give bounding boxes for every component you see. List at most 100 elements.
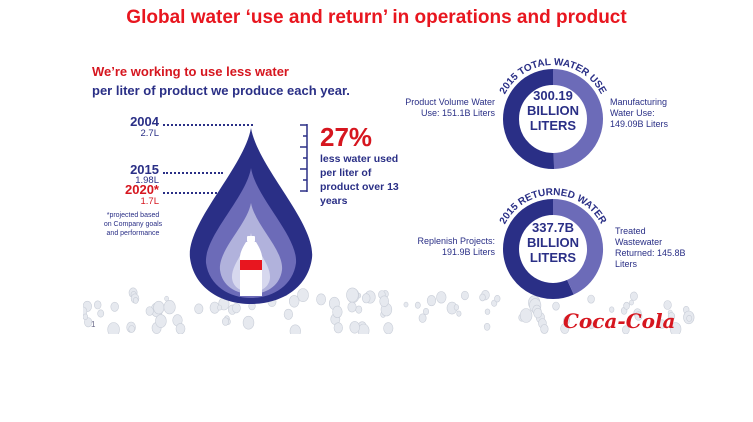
bubble [242,315,255,330]
bubble [426,295,437,307]
timeline-liters-2015: 1.98L [135,175,159,186]
bubble [630,291,638,301]
bubble [629,299,634,306]
bubble [494,294,501,303]
bubble [533,307,543,319]
bubble [460,290,469,301]
bubble [519,308,533,323]
bubble [333,322,343,334]
treated-wastewater-label: Treated Wastewater Returned: 145.8B Lite… [615,226,686,269]
bubble [83,313,88,320]
bubble [414,301,421,309]
bubble [403,301,409,308]
bubble [289,295,300,308]
reduction-percent: 27% [320,122,373,152]
replenish-label: Replenish Projects: 191.9B Liters [417,236,495,257]
bubble [686,315,693,322]
infographic-panel: We’re working to use less water per lite… [83,44,695,334]
timeline-year-2020: 2020* [125,182,159,197]
bubble [483,322,491,331]
bubble [669,322,682,334]
bubble [347,301,357,313]
bubble [484,308,491,315]
bubble [175,323,186,334]
water-bubbles-decoration [83,287,695,334]
bubble [93,300,102,310]
timeline-leader-2015 [163,172,223,174]
reduction-description: less water used per liter of product ove… [320,153,399,207]
bubble [107,322,120,334]
bubble [232,302,241,314]
bubble [332,305,343,318]
page-number: 1 [91,320,96,329]
bubble [456,310,462,317]
bubble [297,288,309,303]
coca-cola-logo: Coca-Cola [563,309,676,333]
donut-slice-ret-1 [552,199,603,295]
bubble [453,304,460,311]
returned-water-donut: 2015 RETURNED WATER [498,187,609,299]
bubble [128,325,136,333]
slide-title: Global water ‘use and return’ in operati… [126,7,627,28]
bubble [357,323,370,334]
bubble [609,306,615,313]
bubble [145,306,154,316]
bubble [155,314,167,328]
bubble [588,322,595,330]
bubble [552,301,560,311]
bubble [667,312,676,321]
total-use-unit-1: BILLION [527,103,579,118]
total-use-value: 300.19 [533,88,573,103]
bubble [163,299,176,315]
bubble [316,293,326,306]
bottle-icon [239,236,263,296]
timeline-liters-2004: 2.7L [140,128,160,139]
projection-footnote: *projected based on Company goals and pe… [103,212,163,237]
bubble [540,324,549,334]
bubble [379,295,390,307]
bubble [222,317,230,326]
bubble [622,325,630,334]
timeline-liters-2020: 1.7L [140,196,160,207]
bubble [418,313,427,323]
bubble [349,321,360,334]
bubble [422,307,429,315]
timeline-leader-2020 [163,192,221,194]
bubble [110,301,119,312]
bubble [663,300,672,310]
bubble [355,305,363,314]
bubble [217,304,222,311]
bubble [97,309,105,318]
bubble [153,300,165,315]
donut-slice-use-0 [503,69,555,169]
product-volume-label: Product Volume Water Use: 151.1B Liters [405,97,495,118]
donut-slice-use-1 [552,69,603,169]
water-drop-illustration [189,128,313,304]
timeline-year-2015: 2015 [130,162,159,177]
bubble [383,322,394,334]
bubble [658,319,666,329]
total-water-use-donut: 2015 TOTAL WATER USE [498,57,608,169]
timeline-year-2004: 2004 [130,114,159,129]
bubble [587,294,595,304]
bubble [634,311,643,321]
bubble [346,287,359,303]
returned-value: 337.7B [532,220,574,235]
returned-center: 337.7B BILLION LITERS [515,220,591,265]
bubble [479,293,486,302]
returned-unit-1: BILLION [527,235,579,250]
donut-slice-ret-0 [503,199,574,299]
bubble [194,303,204,315]
bubble [132,297,139,304]
returned-unit-2: LITERS [529,250,577,265]
bubble [362,293,371,304]
total-use-unit-2: LITERS [529,118,577,133]
manufacturing-label: Manufacturing Water Use: 149.09B Liters [610,97,669,129]
heading-line-1: We’re working to use less water [92,64,289,79]
scale-ruler-icon [300,124,308,192]
bubble [436,291,447,304]
heading-line-2: per liter of product we produce each yea… [92,83,350,98]
bubble [289,324,301,334]
total-use-center: 300.19 BILLION LITERS [518,88,588,133]
bubble [563,316,570,325]
